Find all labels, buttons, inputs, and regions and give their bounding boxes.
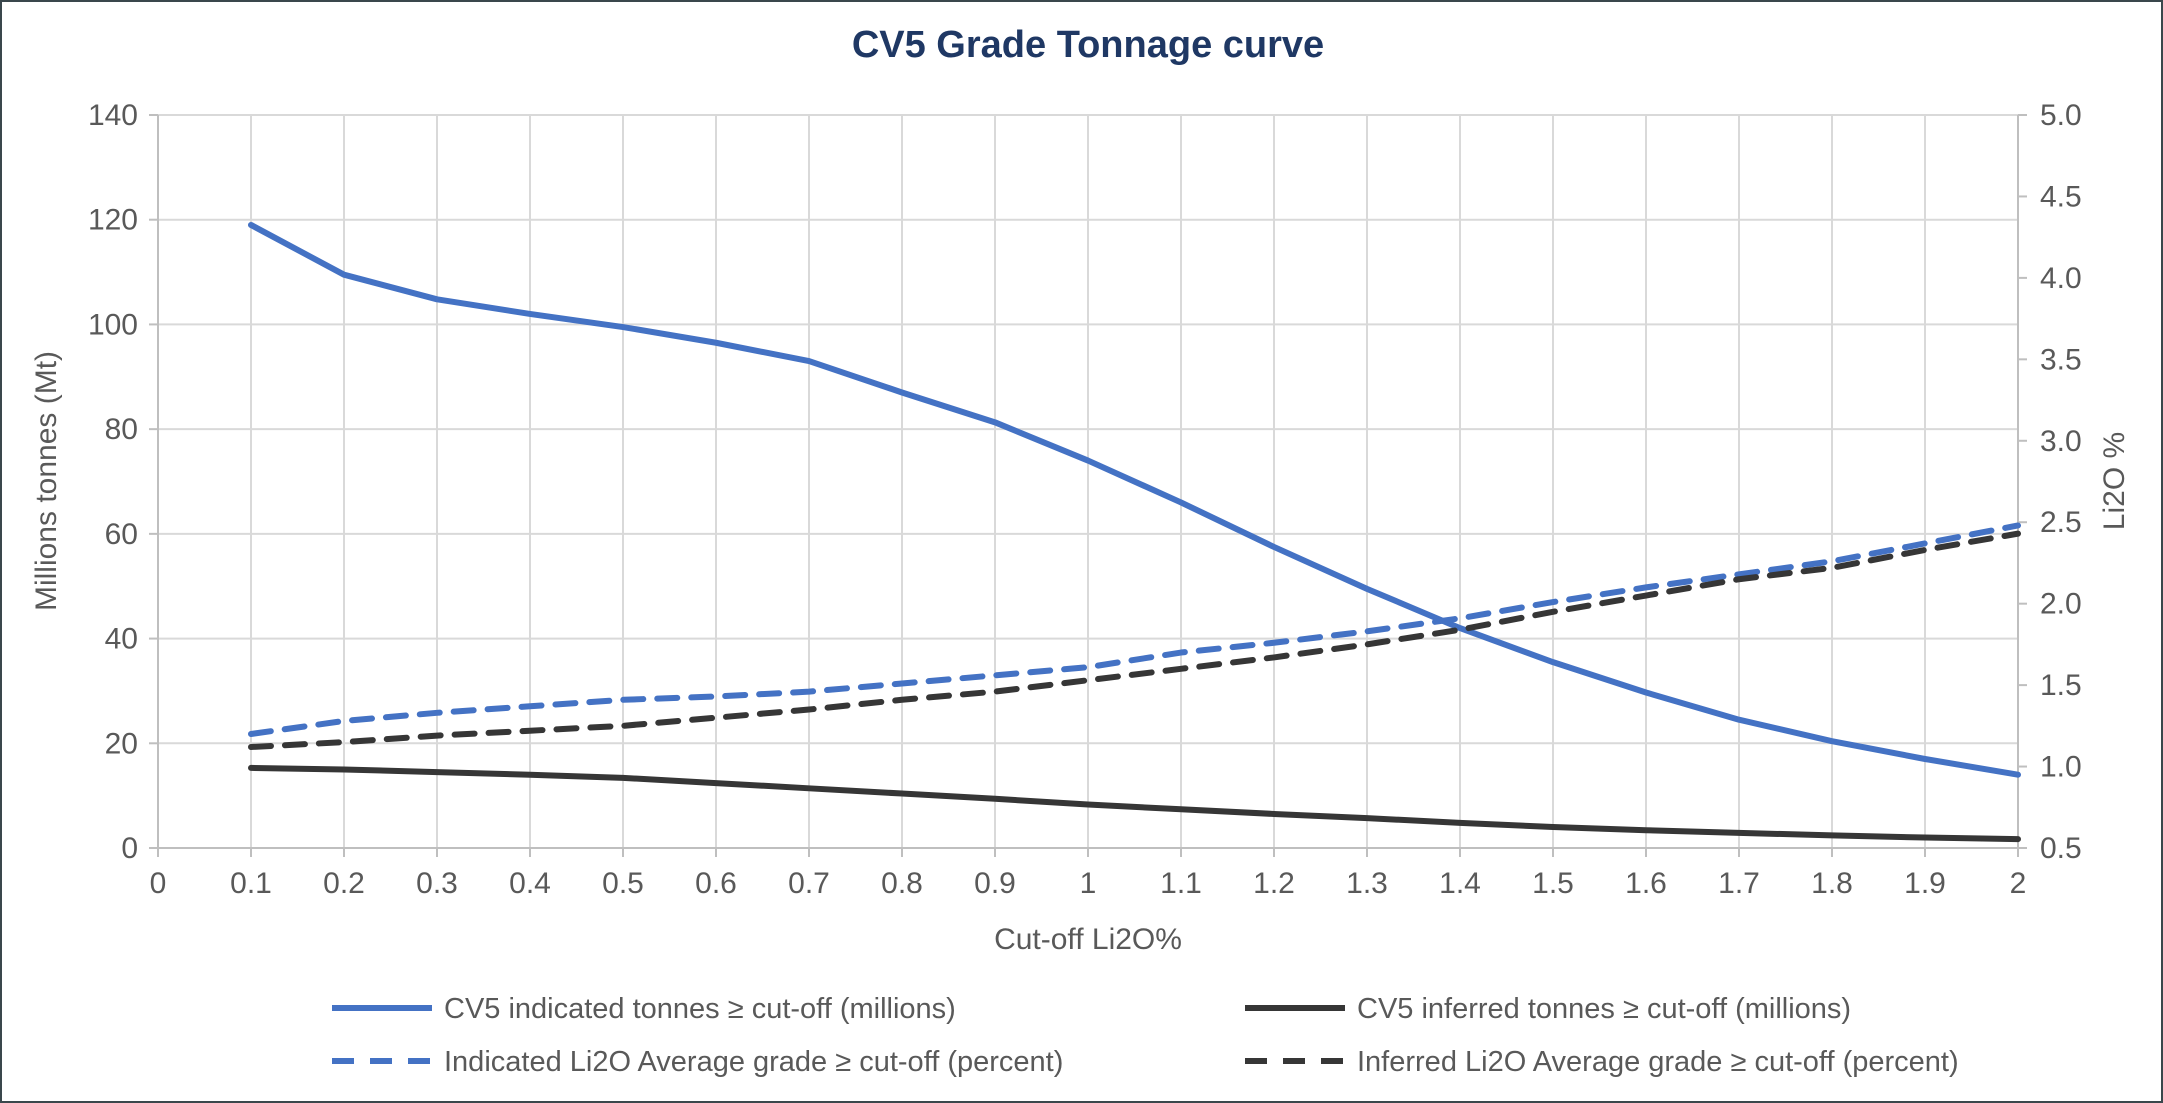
right-y-tick-label: 3.0	[2040, 425, 2082, 458]
x-tick-label: 1.1	[1160, 867, 1202, 900]
x-tick-label: 0.7	[788, 867, 830, 900]
legend-label: Indicated Li2O Average grade ≥ cut-off (…	[444, 1046, 1063, 1078]
series-line-1	[248, 764, 2021, 843]
left-y-tick-label: 100	[88, 308, 138, 341]
chart-title: CV5 Grade Tonnage curve	[852, 24, 1324, 66]
x-tick-label: 2	[2010, 867, 2027, 900]
x-tick-label: 0.1	[230, 867, 272, 900]
x-tick-label: 1.4	[1439, 867, 1481, 900]
right-y-tick-label: 4.0	[2040, 262, 2082, 295]
x-tick-label: 1.2	[1253, 867, 1295, 900]
x-tick-label: 1.3	[1346, 867, 1388, 900]
x-tick-label: 0	[150, 867, 167, 900]
legend-item-3: Inferred Li2O Average grade ≥ cut-off (p…	[1245, 1046, 1959, 1078]
x-tick-label: 1.9	[1904, 867, 1946, 900]
x-axis-title: Cut-off Li2O%	[994, 923, 1182, 956]
right-y-tick-label: 2.5	[2040, 506, 2082, 539]
series-line-3	[248, 530, 2021, 751]
right-y-axis-title: Li2O %	[2098, 432, 2131, 530]
left-y-tick-label: 80	[105, 413, 138, 446]
legend-label: CV5 indicated tonnes ≥ cut-off (millions…	[444, 993, 956, 1025]
left-y-tick-label: 20	[105, 727, 138, 760]
x-tick-label: 1.5	[1532, 867, 1574, 900]
left-y-tick-label: 120	[88, 204, 138, 237]
x-tick-label: 0.5	[602, 867, 644, 900]
x-tick-label: 1	[1080, 867, 1097, 900]
left-y-tick-label: 140	[88, 99, 138, 132]
legend: CV5 indicated tonnes ≥ cut-off (millions…	[332, 993, 1959, 1078]
right-y-tick-label: 2.0	[2040, 588, 2082, 621]
right-y-tick-label: 5.0	[2040, 99, 2082, 132]
right-y-tick-label: 1.0	[2040, 751, 2082, 784]
x-tick-label: 0.8	[881, 867, 923, 900]
series-line-0	[248, 221, 2021, 778]
x-tick-label: 0.3	[416, 867, 458, 900]
tick-labels: 0 0.1 0.2 0.3 0.4 0.5 0.6 0.7 0.8 0.9 1 1.1 1.2 1.3 1.…	[88, 99, 2082, 900]
legend-label: Inferred Li2O Average grade ≥ cut-off (p…	[1357, 1046, 1959, 1078]
left-y-axis-title: Millions tonnes (Mt)	[30, 351, 63, 611]
x-tick-label: 0.2	[323, 867, 365, 900]
x-tick-label: 0.4	[509, 867, 551, 900]
legend-item-2: Indicated Li2O Average grade ≥ cut-off (…	[332, 1046, 1063, 1078]
left-y-tick-label: 60	[105, 518, 138, 551]
right-y-tick-label: 1.5	[2040, 669, 2082, 702]
axes	[149, 114, 2027, 857]
gridlines	[158, 114, 2019, 848]
legend-item-1: CV5 inferred tonnes ≥ cut-off (millions)	[1245, 993, 1851, 1025]
x-tick-label: 1.6	[1625, 867, 1667, 900]
x-tick-label: 0.9	[974, 867, 1016, 900]
legend-label: CV5 inferred tonnes ≥ cut-off (millions)	[1357, 993, 1851, 1025]
right-y-tick-label: 0.5	[2040, 832, 2082, 865]
data-series	[248, 221, 2021, 843]
right-y-tick-label: 3.5	[2040, 343, 2082, 376]
legend-item-0: CV5 indicated tonnes ≥ cut-off (millions…	[332, 993, 956, 1025]
series-line-2	[248, 522, 2021, 737]
right-y-tick-label: 4.5	[2040, 180, 2082, 213]
x-tick-label: 0.6	[695, 867, 737, 900]
left-y-tick-label: 0	[121, 832, 138, 865]
left-y-tick-label: 40	[105, 623, 138, 656]
x-tick-label: 1.7	[1718, 867, 1760, 900]
x-tick-label: 1.8	[1811, 867, 1853, 900]
